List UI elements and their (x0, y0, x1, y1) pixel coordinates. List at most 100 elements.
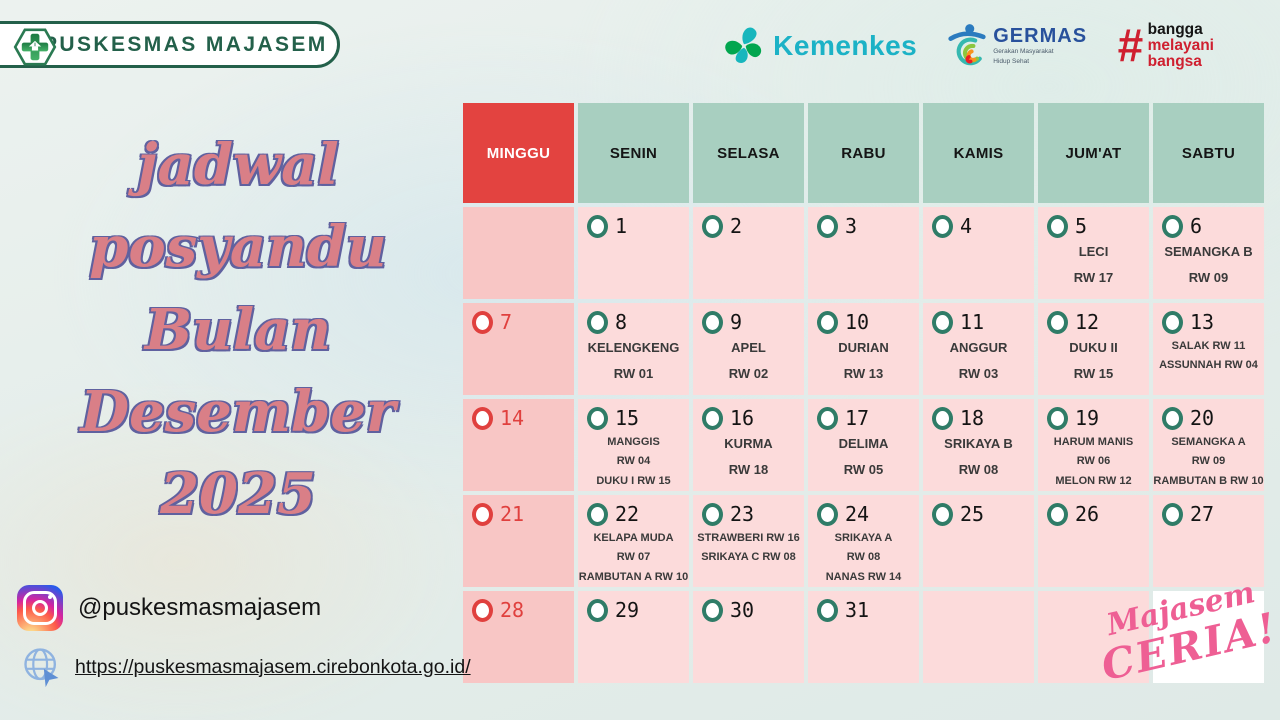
page-title: jadwal posyandu Bulan Desember 2025 (12, 124, 464, 536)
posyandu-location: DELIMA RW 05 (838, 436, 889, 477)
day-circle-icon (702, 598, 723, 622)
germas-icon (948, 24, 986, 66)
day-circle-icon (472, 406, 493, 430)
calendar-day-24: 24 SRIKAYA A RW 08 NANAS RW 14 (808, 495, 919, 587)
calendar-empty-cell (923, 591, 1034, 683)
calendar-day-26: 26 (1038, 495, 1149, 587)
day-number: 1 (615, 214, 628, 238)
calendar-day-15: 15 MANGGIS RW 04 DUKU I RW 15 (578, 399, 689, 491)
calendar-day-13: 13 SALAK RW 11 ASSUNNAH RW 04 (1153, 303, 1264, 395)
posyandu-location: SRIKAYA B RW 08 (944, 436, 1013, 477)
day-circle-icon (932, 406, 953, 430)
calendar-day-27: 27 (1153, 495, 1264, 587)
calendar-day-9: 9 APEL RW 02 (693, 303, 804, 395)
posyandu-location: DUKU II RW 15 (1069, 340, 1118, 381)
day-circle-icon (817, 310, 838, 334)
calendar-day-14: 14 (463, 399, 574, 491)
bangga-line2: melayani (1147, 37, 1214, 55)
day-number: 22 (615, 502, 640, 526)
calendar-day-1: 1 (578, 207, 689, 299)
day-circle-icon (472, 598, 493, 622)
day-circle-icon (702, 502, 723, 526)
day-header-minggu: MINGGU (463, 103, 574, 203)
day-number: 31 (845, 598, 870, 622)
kemenkes-logo: Kemenkes (723, 25, 917, 67)
calendar-day-30: 30 (693, 591, 804, 683)
clinic-name: PUSKESMAS MAJASEM (43, 32, 328, 56)
day-number: 7 (500, 310, 513, 334)
posyandu-location: ANGGUR RW 03 (949, 340, 1008, 381)
day-number: 24 (845, 502, 870, 526)
calendar-day-28: 28 (463, 591, 574, 683)
posyandu-location: KELAPA MUDA RW 07 RAMBUTAN A RW 10 (578, 532, 689, 583)
calendar-grid: MINGGU SENIN SELASA RABU KAMIS JUM'AT SABTU 1 2 3… (463, 103, 1264, 683)
day-circle-icon (587, 598, 608, 622)
day-number: 17 (845, 406, 870, 430)
title-line-4: Desember (80, 378, 396, 445)
kemenkes-icon (725, 27, 762, 63)
hashtag-icon: # (1117, 19, 1143, 72)
posyandu-location: STRAWBERI RW 16 SRIKAYA C RW 08 (697, 532, 800, 564)
day-circle-icon (817, 214, 838, 238)
day-number: 21 (500, 502, 525, 526)
calendar-day-10: 10 DURIAN RW 13 (808, 303, 919, 395)
website-row[interactable]: https://puskesmasmajasem.cirebonkota.go.… (20, 645, 471, 689)
germas-logo: GERMAS Gerakan Masyarakat Hidup Sehat (947, 22, 1087, 70)
day-number: 29 (615, 598, 640, 622)
day-number: 20 (1190, 406, 1215, 430)
posyandu-location: APEL RW 02 (728, 340, 769, 381)
day-header-senin: SENIN (578, 103, 689, 203)
title-line-1: jadwal (137, 132, 339, 198)
posyandu-location: SEMANGKA B RW 09 (1164, 244, 1253, 285)
instagram-handle[interactable]: @puskesmasmajasem (78, 594, 322, 621)
posyandu-location: HARUM MANIS RW 06 MELON RW 12 (1053, 436, 1134, 487)
calendar-day-12: 12 DUKU II RW 15 (1038, 303, 1149, 395)
day-circle-icon (1162, 214, 1183, 238)
clinic-header: PUSKESMAS MAJASEM (0, 21, 340, 68)
bangga-melayani-bangsa-logo: # bangga melayani bangsa (1117, 22, 1214, 69)
posyandu-location: LECI RW 17 (1073, 244, 1114, 285)
instagram-icon (17, 585, 63, 631)
day-header-selasa: SELASA (693, 103, 804, 203)
calendar-empty-cell (463, 207, 574, 299)
day-circle-icon (472, 502, 493, 526)
day-circle-icon (817, 406, 838, 430)
day-circle-icon (1162, 310, 1183, 334)
calendar-day-17: 17 DELIMA RW 05 (808, 399, 919, 491)
calendar-day-29: 29 (578, 591, 689, 683)
title-line-2: posyandu (89, 214, 387, 281)
day-number: 15 (615, 406, 640, 430)
calendar-empty-cell (1153, 591, 1264, 683)
germas-subtitle-1: Gerakan Masyarakat (993, 48, 1054, 56)
day-circle-icon (932, 214, 953, 238)
calendar-day-8: 8 KELENGKENG RW 01 (578, 303, 689, 395)
day-number: 4 (960, 214, 973, 238)
calendar-day-16: 16 KURMA RW 18 (693, 399, 804, 491)
day-number: 9 (730, 310, 743, 334)
day-number: 26 (1075, 502, 1100, 526)
day-circle-icon (1047, 214, 1068, 238)
day-circle-icon (587, 310, 608, 334)
day-circle-icon (702, 214, 723, 238)
puskesmas-logo-icon (13, 28, 57, 66)
day-circle-icon (587, 502, 608, 526)
day-number: 16 (730, 406, 755, 430)
day-circle-icon (587, 214, 608, 238)
day-number: 28 (500, 598, 525, 622)
day-circle-icon (1162, 406, 1183, 430)
posyandu-location: SEMANGKA A RW 09 RAMBUTAN B RW 10 (1153, 436, 1264, 487)
day-circle-icon (1047, 502, 1068, 526)
day-number: 13 (1190, 310, 1215, 334)
day-header-kamis: KAMIS (923, 103, 1034, 203)
day-number: 10 (845, 310, 870, 334)
calendar-day-7: 7 (463, 303, 574, 395)
title-line-5: 2025 (160, 461, 316, 528)
day-number: 3 (845, 214, 858, 238)
website-link[interactable]: https://puskesmasmajasem.cirebonkota.go.… (75, 655, 471, 678)
kemenkes-label: Kemenkes (773, 30, 918, 61)
day-circle-icon (932, 502, 953, 526)
day-circle-icon (1162, 502, 1183, 526)
calendar-day-6: 6 SEMANGKA B RW 09 (1153, 207, 1264, 299)
instagram-row[interactable]: @puskesmasmajasem (17, 585, 321, 631)
day-number: 14 (500, 406, 525, 430)
